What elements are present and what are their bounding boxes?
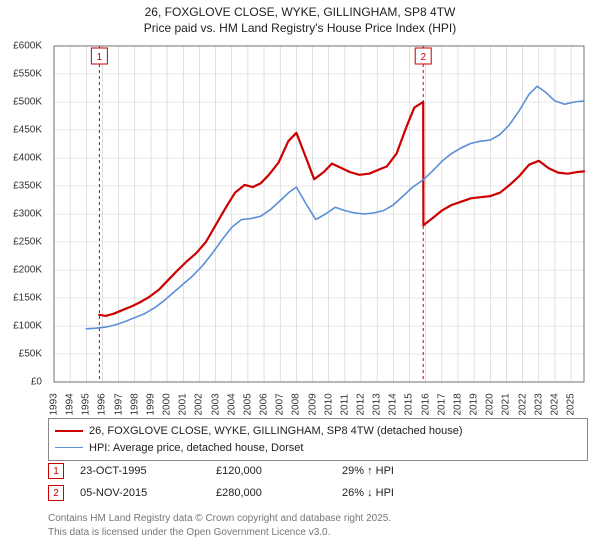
legend-box: 26, FOXGLOVE CLOSE, WYKE, GILLINGHAM, SP… [48, 418, 588, 461]
x-tick-label: 2008 [291, 396, 302, 416]
x-tick-label: 2007 [275, 396, 286, 416]
svg-text:2: 2 [420, 52, 426, 63]
marker-delta-2: 26% ↓ HPI [342, 487, 462, 499]
y-tick-label: £400K [2, 153, 42, 164]
x-tick-label: 2012 [356, 396, 367, 416]
x-tick-label: 2000 [162, 396, 173, 416]
legend-label-hpi: HPI: Average price, detached house, Dors… [89, 440, 303, 457]
marker-price-2: £280,000 [216, 487, 326, 499]
marker-price-1: £120,000 [216, 465, 326, 477]
attribution-line2: This data is licensed under the Open Gov… [48, 526, 588, 540]
y-tick-label: £100K [2, 321, 42, 332]
legend-row-property: 26, FOXGLOVE CLOSE, WYKE, GILLINGHAM, SP… [55, 423, 581, 440]
legend-label-property: 26, FOXGLOVE CLOSE, WYKE, GILLINGHAM, SP… [89, 423, 463, 440]
y-tick-label: £500K [2, 97, 42, 108]
y-tick-label: £0 [2, 377, 42, 388]
x-tick-label: 1998 [129, 396, 140, 416]
x-tick-label: 2017 [436, 396, 447, 416]
x-tick-label: 2010 [323, 396, 334, 416]
legend-swatch-property [55, 430, 83, 432]
attribution-line1: Contains HM Land Registry data © Crown c… [48, 512, 588, 526]
x-tick-label: 2001 [178, 396, 189, 416]
x-tick-label: 2013 [372, 396, 383, 416]
chart-svg: 12 [48, 40, 588, 410]
x-tick-label: 2004 [226, 396, 237, 416]
x-tick-label: 1996 [97, 396, 108, 416]
legend-row-hpi: HPI: Average price, detached house, Dors… [55, 440, 581, 457]
x-tick-label: 2011 [339, 396, 350, 416]
y-tick-label: £450K [2, 125, 42, 136]
x-tick-label: 2005 [242, 396, 253, 416]
marker-badge-2: 2 [48, 485, 64, 501]
x-tick-label: 2022 [517, 396, 528, 416]
attribution-block: Contains HM Land Registry data © Crown c… [48, 512, 588, 539]
marker-date-1: 23-OCT-1995 [80, 465, 200, 477]
x-tick-label: 2009 [307, 396, 318, 416]
x-tick-label: 1993 [49, 396, 60, 416]
x-tick-label: 1994 [65, 396, 76, 416]
x-tick-label: 2024 [549, 396, 560, 416]
x-tick-label: 2019 [469, 396, 480, 416]
svg-text:1: 1 [97, 52, 103, 63]
x-tick-label: 2021 [501, 396, 512, 416]
title-line1: 26, FOXGLOVE CLOSE, WYKE, GILLINGHAM, SP… [0, 4, 600, 20]
chart-plot-area: 12 £0£50K£100K£150K£200K£250K£300K£350K£… [48, 40, 588, 410]
y-tick-label: £150K [2, 293, 42, 304]
marker-date-2: 05-NOV-2015 [80, 487, 200, 499]
x-tick-label: 1995 [81, 396, 92, 416]
marker-row-1: 1 23-OCT-1995 £120,000 29% ↑ HPI [48, 460, 588, 482]
x-tick-label: 2025 [566, 396, 577, 416]
y-tick-label: £200K [2, 265, 42, 276]
y-tick-label: £600K [2, 41, 42, 52]
y-tick-label: £300K [2, 209, 42, 220]
title-line2: Price paid vs. HM Land Registry's House … [0, 20, 600, 36]
legend-swatch-hpi [55, 447, 83, 448]
marker-badge-1: 1 [48, 463, 64, 479]
x-tick-label: 2015 [404, 396, 415, 416]
chart-container: 26, FOXGLOVE CLOSE, WYKE, GILLINGHAM, SP… [0, 0, 600, 560]
chart-title-block: 26, FOXGLOVE CLOSE, WYKE, GILLINGHAM, SP… [0, 0, 600, 38]
marker-table: 1 23-OCT-1995 £120,000 29% ↑ HPI 2 05-NO… [48, 460, 588, 504]
x-tick-label: 1999 [145, 396, 156, 416]
x-tick-label: 2003 [210, 396, 221, 416]
x-tick-label: 2014 [388, 396, 399, 416]
x-tick-label: 2023 [533, 396, 544, 416]
x-tick-label: 2006 [259, 396, 270, 416]
y-tick-label: £350K [2, 181, 42, 192]
x-tick-label: 2020 [485, 396, 496, 416]
x-tick-label: 2018 [452, 396, 463, 416]
marker-row-2: 2 05-NOV-2015 £280,000 26% ↓ HPI [48, 482, 588, 504]
y-tick-label: £250K [2, 237, 42, 248]
y-tick-label: £550K [2, 69, 42, 80]
marker-delta-1: 29% ↑ HPI [342, 465, 462, 477]
x-tick-label: 2016 [420, 396, 431, 416]
x-tick-label: 1997 [113, 396, 124, 416]
y-tick-label: £50K [2, 349, 42, 360]
x-tick-label: 2002 [194, 396, 205, 416]
